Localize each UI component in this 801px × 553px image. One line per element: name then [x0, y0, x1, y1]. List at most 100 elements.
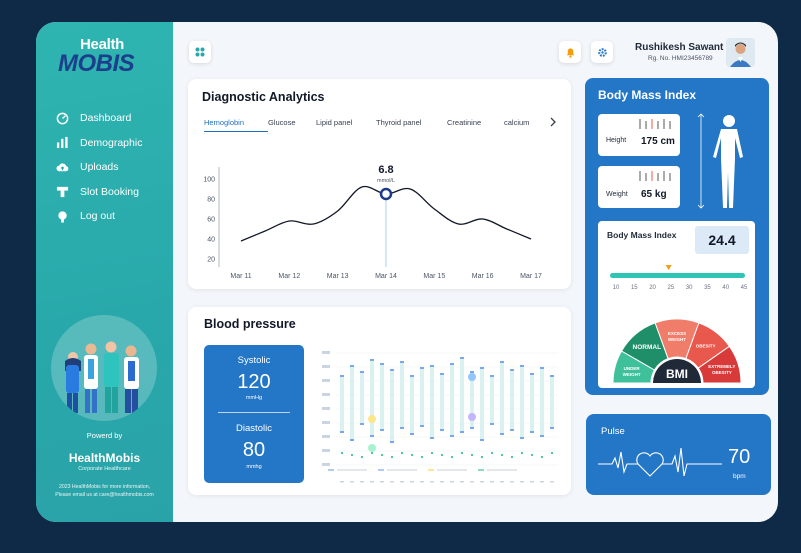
bp-cap [500, 361, 504, 363]
pulse-value: 70 [728, 446, 751, 468]
chevron-right-icon[interactable] [548, 117, 558, 127]
bell-icon [566, 47, 574, 58]
bp-range-bar [450, 363, 454, 437]
bp-cap [490, 423, 494, 425]
diagnostic-tabs: Hemoglobin Glucose Lipid panel Thyroid p… [204, 118, 534, 132]
pulse-dot [370, 451, 374, 455]
bp-cap [450, 363, 454, 365]
tab-hemoglobin[interactable]: Hemoglobin [204, 118, 268, 132]
logo-line2: MOBIS [58, 50, 135, 77]
user-name: Rushikesh Sawant [635, 42, 724, 53]
legend-text-placeholder [337, 469, 367, 471]
diastolic-unit: mmhg [246, 464, 262, 470]
sidebar-nav: Dashboard Demographic Uploads Slot Booki… [56, 106, 142, 229]
bp-cap [390, 369, 394, 371]
bp-cap [400, 427, 404, 429]
x-tick-mark [420, 481, 424, 483]
y-tick-mark [322, 421, 330, 424]
bp-range-bar [370, 359, 374, 437]
logout-icon [58, 211, 67, 223]
x-tick-mark [380, 481, 384, 483]
sidebar-item-label: Log out [80, 210, 116, 223]
y-tick-mark [322, 463, 330, 466]
bp-range-bar [400, 361, 404, 429]
tab-thyroid-panel[interactable]: Thyroid panel [376, 118, 422, 127]
brand-subtitle: Corporate Healthcare [78, 466, 131, 472]
tab-calcium[interactable]: calcium [504, 118, 530, 127]
footer-line2: Please email us at care@healthmobis.com [55, 491, 154, 498]
pulse-dot [380, 453, 384, 457]
sidebar-item-dashboard[interactable]: Dashboard [56, 106, 142, 131]
weight-label: Weight [606, 191, 628, 198]
x-tick-mark [400, 481, 404, 483]
x-tick-mark [360, 481, 364, 483]
bmi-scale-tick: 30 [686, 285, 693, 291]
sidebar-item-logout[interactable]: Log out [56, 204, 142, 229]
avatar[interactable] [726, 38, 755, 67]
bp-cap [470, 371, 474, 373]
powered-by-label: Powerd by [86, 431, 123, 440]
tab-glucose[interactable]: Glucose [268, 118, 296, 127]
x-tick-label: Mar 16 [472, 273, 494, 280]
weight-box: Weight 65 kg [598, 166, 680, 208]
y-tick-mark [322, 379, 330, 382]
y-tick-mark [322, 449, 330, 452]
bp-cap [460, 357, 464, 359]
apps-menu-button[interactable] [189, 41, 211, 63]
gauge-center-label: BMI [666, 367, 688, 381]
tab-creatinine[interactable]: Creatinine [447, 118, 482, 127]
bp-cap [380, 429, 384, 431]
sidebar-item-slot-booking[interactable]: Slot Booking [56, 180, 142, 205]
sidebar-item-label: Demographic [80, 136, 143, 149]
notifications-button[interactable] [559, 41, 581, 63]
bp-cap [430, 437, 434, 439]
pulse-card: Pulse 70 bpm [586, 414, 771, 495]
bp-cap [550, 375, 554, 377]
ruler-icon [639, 171, 671, 181]
systolic-label: Systolic [237, 355, 271, 366]
y-tick-label: 40 [207, 237, 215, 244]
y-tick-mark [322, 365, 330, 368]
y-tick-mark [322, 393, 330, 396]
x-tick-mark [500, 481, 504, 483]
pulse-dot [360, 455, 364, 459]
pulse-dot [490, 451, 494, 455]
sidebar-item-uploads[interactable]: Uploads [56, 155, 142, 180]
bp-cap [400, 361, 404, 363]
x-tick-mark [470, 481, 474, 483]
pulse-dot [440, 453, 444, 457]
bmi-scale-tick: 35 [704, 285, 711, 291]
pulse-dot [540, 455, 544, 459]
x-tick-mark [430, 481, 434, 483]
bp-cap [490, 375, 494, 377]
bp-cap [540, 367, 544, 369]
bp-range-bar [380, 363, 384, 431]
heartbeat-icon [598, 447, 722, 477]
marker-yellow [368, 415, 376, 423]
bp-cap [420, 367, 424, 369]
body-figure-icon [697, 113, 743, 209]
bp-range-bar [340, 375, 344, 433]
cloud-upload-icon [56, 163, 69, 171]
blood-pressure-chart [322, 351, 558, 483]
doctors-illustration [51, 315, 157, 421]
x-tick-mark [540, 481, 544, 483]
tab-lipid-panel[interactable]: Lipid panel [316, 118, 353, 127]
bp-cap [450, 435, 454, 437]
bp-range-bar [350, 365, 354, 441]
hemoglobin-chart: 20 40 60 80 100 Mar 11 Mar 12 Mar 13 Mar 14 Mar 1… [203, 164, 542, 280]
x-tick-mark [490, 481, 494, 483]
y-tick-label: 60 [207, 217, 215, 224]
y-tick-label: 20 [207, 257, 215, 264]
settings-button[interactable] [591, 41, 613, 63]
bp-values-panel: Systolic 120 mmHg Diastolic 80 mmhg [204, 345, 304, 483]
sidebar-item-demographic[interactable]: Demographic [56, 131, 142, 156]
y-tick-mark [322, 435, 330, 438]
bp-cap [510, 429, 514, 431]
bp-cap [530, 431, 534, 433]
x-tick-mark [450, 481, 454, 483]
bp-range-bar [410, 375, 414, 435]
sidebar-item-label: Uploads [80, 161, 119, 174]
bp-range-bar [360, 371, 364, 425]
x-tick-label: Mar 12 [278, 273, 300, 280]
